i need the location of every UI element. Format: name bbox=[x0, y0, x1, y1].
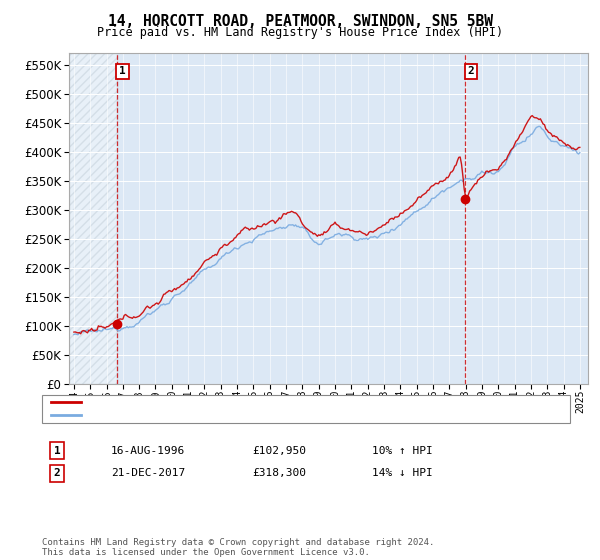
Text: 1: 1 bbox=[119, 67, 126, 76]
Text: 14, HORCOTT ROAD, PEATMOOR, SWINDON, SN5 5BW: 14, HORCOTT ROAD, PEATMOOR, SWINDON, SN5… bbox=[107, 14, 493, 29]
Bar bbox=[69, 53, 117, 384]
Text: 2: 2 bbox=[53, 468, 61, 478]
Text: 10% ↑ HPI: 10% ↑ HPI bbox=[372, 446, 433, 456]
Text: Contains HM Land Registry data © Crown copyright and database right 2024.
This d: Contains HM Land Registry data © Crown c… bbox=[42, 538, 434, 557]
Text: 14% ↓ HPI: 14% ↓ HPI bbox=[372, 468, 433, 478]
Text: 16-AUG-1996: 16-AUG-1996 bbox=[111, 446, 185, 456]
Text: 21-DEC-2017: 21-DEC-2017 bbox=[111, 468, 185, 478]
Text: £318,300: £318,300 bbox=[252, 468, 306, 478]
Text: 14, HORCOTT ROAD, PEATMOOR, SWINDON, SN5 5BW (detached house): 14, HORCOTT ROAD, PEATMOOR, SWINDON, SN5… bbox=[87, 398, 468, 407]
Text: 2: 2 bbox=[467, 67, 475, 76]
Text: £102,950: £102,950 bbox=[252, 446, 306, 456]
Text: HPI: Average price, detached house, Swindon: HPI: Average price, detached house, Swin… bbox=[87, 410, 356, 420]
Text: Price paid vs. HM Land Registry's House Price Index (HPI): Price paid vs. HM Land Registry's House … bbox=[97, 26, 503, 39]
Text: 1: 1 bbox=[53, 446, 61, 456]
